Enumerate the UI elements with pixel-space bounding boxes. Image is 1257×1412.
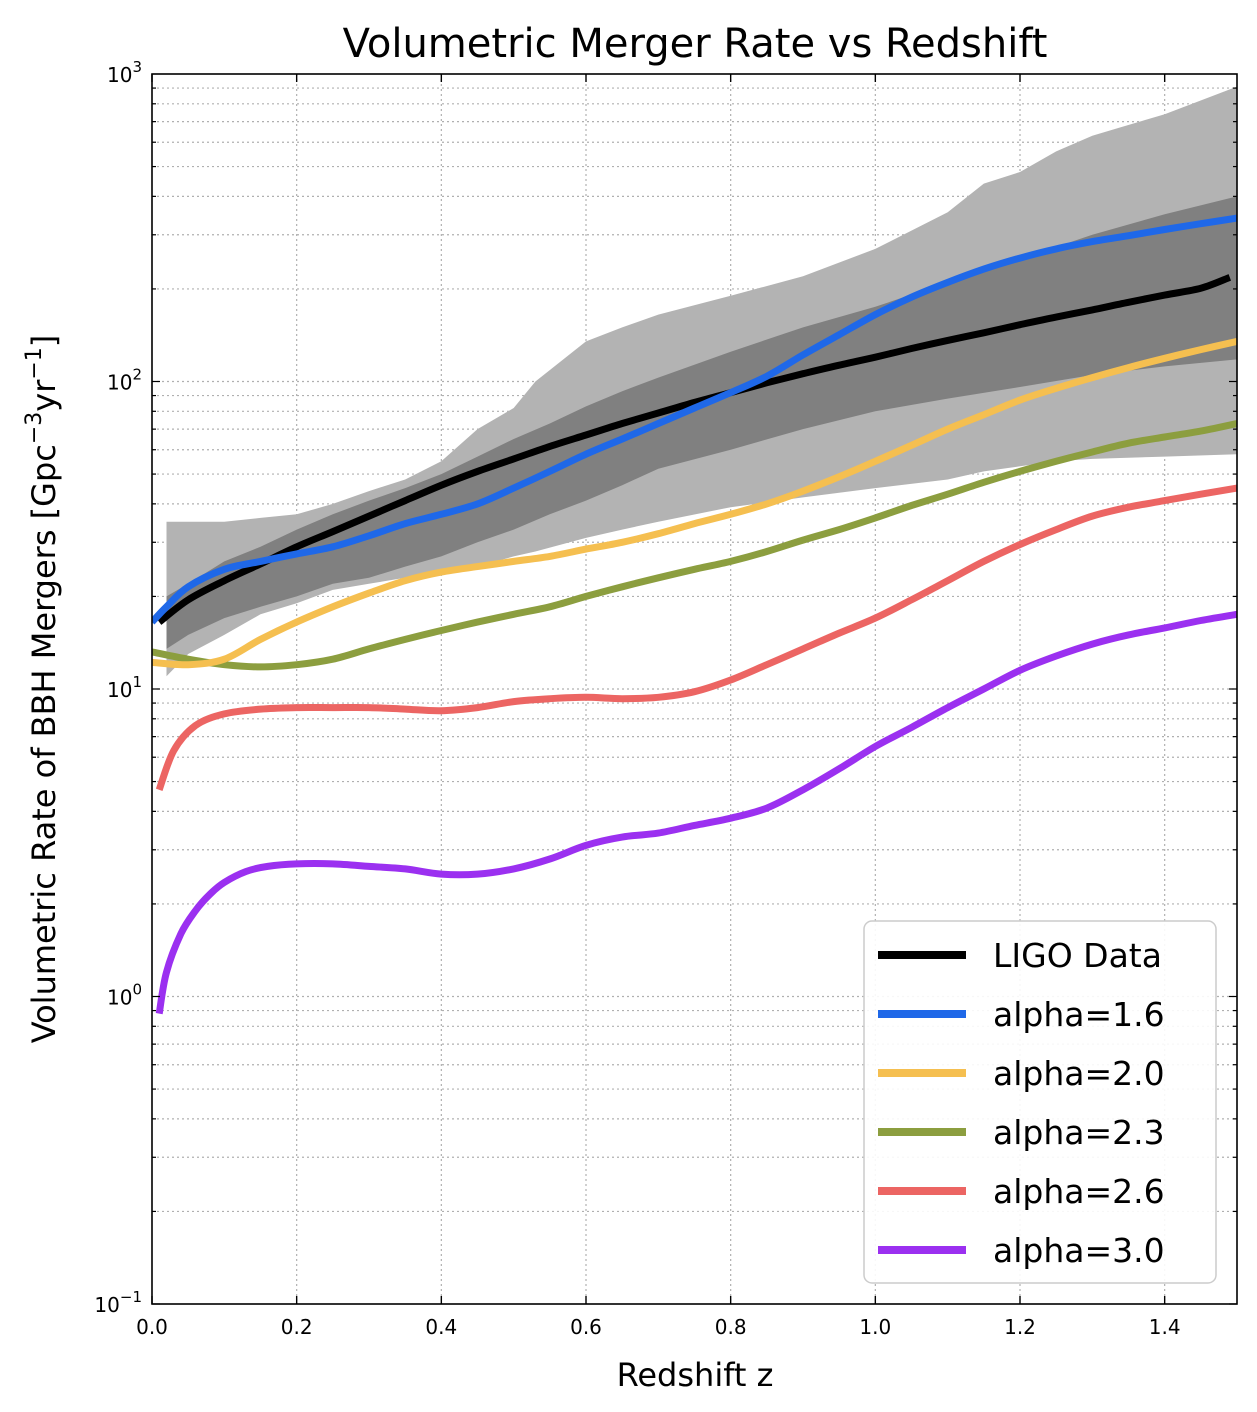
y-tick-label: 10−1 [94, 1288, 142, 1317]
x-tick-label: 0.8 [715, 1315, 747, 1339]
series-line-alpha-3-0 [155, 610, 1237, 1015]
legend-label: alpha=2.6 [993, 1172, 1165, 1211]
legend-label: alpha=2.3 [993, 1113, 1165, 1152]
series-lines [152, 214, 1237, 1015]
x-tick-label: 0.2 [281, 1315, 313, 1339]
series-line-alpha-2-3 [152, 420, 1237, 671]
ticks [151, 74, 1237, 1305]
axis-tick-labels: 0.0 0.2 0.4 0.6 0.8 1.0 1.2 1.4 10−1 100 101 102 103 [94, 58, 1180, 1339]
series-line-ligo-data [157, 274, 1232, 625]
y-axis-label-main: Volumetric Rate of BBH Mergers [Gpc [25, 444, 63, 1043]
y-tick-label: 100 [107, 981, 142, 1010]
y-tick-label: 103 [107, 58, 142, 87]
legend-label: alpha=2.0 [993, 1054, 1165, 1093]
legend-box [863, 920, 1217, 1284]
y-axis-label: Volumetric Rate of BBH Mergers [Gpc−3yr−… [22, 335, 63, 1044]
series-line-alpha-1-6 [152, 214, 1237, 625]
x-tick-label: 1.2 [1004, 1315, 1036, 1339]
x-tick-label: 0.0 [136, 1315, 168, 1339]
y-axis-label-sup1: −3 [22, 412, 47, 444]
x-axis-label: Redshift z [617, 1356, 774, 1394]
chart-title: Volumetric Merger Rate vs Redshift [343, 21, 1048, 67]
confidence-band-2 [166, 196, 1237, 649]
y-tick-label: 102 [107, 366, 142, 395]
x-tick-label: 0.6 [570, 1315, 602, 1339]
y-axis-label-mid: yr [25, 379, 63, 412]
legend-label: alpha=3.0 [993, 1231, 1165, 1270]
x-tick-label: 1.4 [1149, 1315, 1181, 1339]
series-line-alpha-2-0 [152, 337, 1237, 669]
x-tick-label: 1.0 [859, 1315, 891, 1339]
y-axis-label-end: ] [25, 335, 63, 347]
confidence-bands [166, 86, 1237, 677]
x-tick-label: 0.4 [425, 1315, 457, 1339]
legend-label: alpha=1.6 [993, 995, 1165, 1034]
legend-label: LIGO Data [993, 936, 1162, 975]
legend: LIGO Data alpha=1.6 alpha=2.0 alpha=2.3 alph… [863, 920, 1217, 1284]
y-tick-label: 101 [107, 673, 142, 702]
y-axis-label-sup2: −1 [22, 347, 47, 379]
series-line-alpha-2-6 [155, 484, 1237, 792]
